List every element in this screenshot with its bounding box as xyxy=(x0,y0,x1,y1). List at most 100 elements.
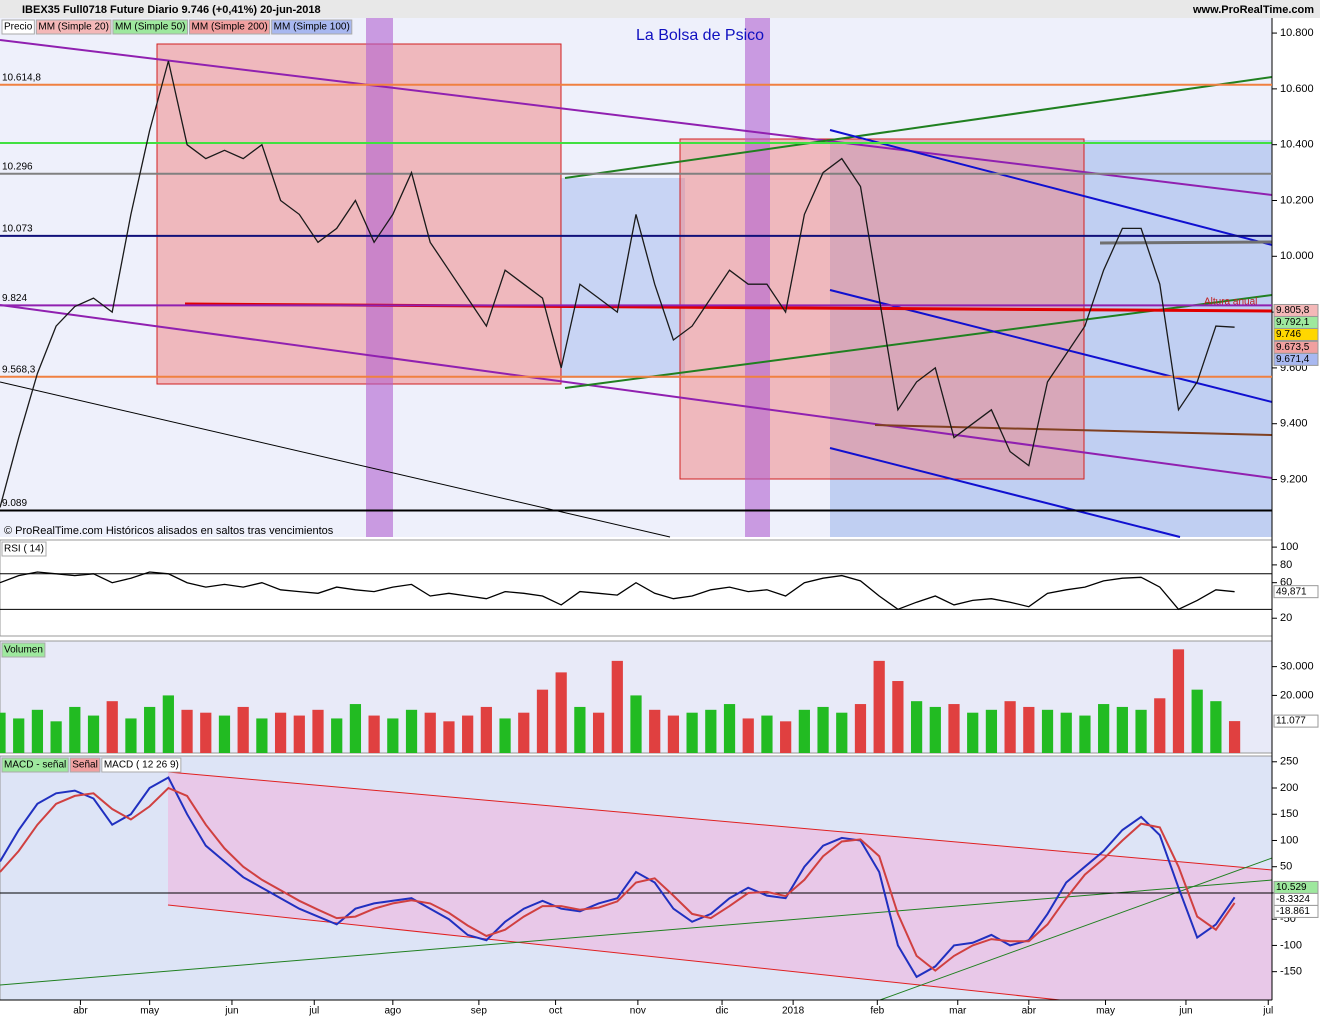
y-tick-label: 100 xyxy=(1280,541,1298,553)
bar xyxy=(499,718,511,753)
last-value-label: 9.673,5 xyxy=(1276,342,1310,353)
x-tick-label: abr xyxy=(73,1006,88,1017)
bar xyxy=(929,706,941,753)
bar xyxy=(761,715,773,753)
bar xyxy=(1116,706,1128,753)
series-line xyxy=(0,571,1235,611)
y-tick-label: 200 xyxy=(1280,782,1298,794)
bar xyxy=(349,704,362,753)
bar xyxy=(910,701,923,753)
legend-label: RSI ( 14) xyxy=(4,544,44,555)
bar xyxy=(87,715,100,753)
bar xyxy=(1023,706,1035,753)
legend-label: MACD ( 12 26 9) xyxy=(104,760,179,771)
bar xyxy=(293,715,305,753)
bar xyxy=(331,718,343,753)
y-tick-label: 20 xyxy=(1280,612,1292,624)
y-tick-label: 80 xyxy=(1280,559,1292,571)
legend-box xyxy=(101,757,182,773)
y-tick-label: 10.200 xyxy=(1280,194,1314,206)
bar xyxy=(686,712,698,753)
zone xyxy=(168,772,1272,1000)
legend-label: MM (Simple 50) xyxy=(115,22,186,33)
x-tick-label: mar xyxy=(949,1006,967,1017)
legend-box xyxy=(1,541,47,557)
y-tick-label: 10.000 xyxy=(1280,250,1314,262)
trend-line xyxy=(829,129,1273,246)
legend-label: MM (Simple 200) xyxy=(192,22,268,33)
y-tick-label: -150 xyxy=(1280,966,1302,978)
level-label: 10.073 xyxy=(2,224,33,235)
bar xyxy=(723,704,736,753)
bar xyxy=(742,718,754,753)
bar xyxy=(592,712,605,753)
bar xyxy=(1041,709,1054,753)
legend-box xyxy=(271,19,353,35)
level-label: 10.614,8 xyxy=(2,72,41,83)
x-tick-label: sep xyxy=(471,1006,488,1017)
legend-box xyxy=(69,757,101,773)
bar xyxy=(125,718,137,753)
trend-line xyxy=(1099,240,1273,245)
bar xyxy=(1191,689,1203,753)
legend-label: Señal xyxy=(72,760,98,771)
bar xyxy=(667,715,680,753)
legend-label: Volumen xyxy=(4,645,43,656)
bar xyxy=(705,709,717,753)
trend-line xyxy=(829,447,1181,538)
bar xyxy=(1210,701,1222,753)
bar xyxy=(256,718,268,753)
bar xyxy=(1079,715,1091,753)
y-tick-label: 9.200 xyxy=(1280,473,1308,485)
level-label: 9.568,3 xyxy=(2,364,36,375)
x-tick-label: jun xyxy=(224,1006,238,1017)
last-value-label: 9.805,8 xyxy=(1276,305,1310,316)
x-tick-label: 2018 xyxy=(782,1006,805,1017)
y-tick-label: 30.000 xyxy=(1280,661,1314,673)
x-tick-label: oct xyxy=(549,1006,563,1017)
last-value-label: 9.792,1 xyxy=(1276,317,1310,328)
bar xyxy=(1172,649,1185,753)
bar xyxy=(0,712,6,753)
last-value-label: 11.077 xyxy=(1276,716,1306,727)
bar xyxy=(854,704,867,753)
bar xyxy=(69,706,81,753)
last-value-label: 9.671,4 xyxy=(1276,354,1310,365)
trend-line xyxy=(167,904,1061,1001)
bar xyxy=(630,695,642,753)
trend-line xyxy=(879,857,1273,1001)
y-tick-label: 20.000 xyxy=(1280,689,1314,701)
bar xyxy=(555,672,567,753)
last-value-box xyxy=(1273,904,1319,918)
bar xyxy=(574,706,586,753)
legend-box xyxy=(35,19,112,35)
bar xyxy=(892,681,904,753)
last-value-label: -8.3324 xyxy=(1276,894,1310,905)
legend-label: MM (Simple 100) xyxy=(274,22,350,33)
bar xyxy=(443,721,455,753)
bar xyxy=(162,695,174,753)
bar xyxy=(237,706,249,753)
bar xyxy=(649,709,661,753)
bar xyxy=(611,660,623,753)
legend-label: MM (Simple 20) xyxy=(38,22,109,33)
y-tick-label: 150 xyxy=(1280,808,1298,820)
bar xyxy=(387,718,399,753)
panel-bg xyxy=(0,539,1273,637)
instrument: IBEX35 Full0718 Future Diario 9.746 (+0,… xyxy=(22,4,321,16)
bar xyxy=(480,706,492,753)
trend-line xyxy=(0,39,1273,196)
last-value-label: 10.529 xyxy=(1276,882,1307,893)
y-tick-label: -100 xyxy=(1280,939,1302,951)
legend-label: Precio xyxy=(4,22,33,33)
y-tick-label: 10.600 xyxy=(1280,83,1314,95)
bar xyxy=(1228,721,1241,753)
last-value-label: 9.746 xyxy=(1276,329,1301,340)
bar xyxy=(13,718,25,753)
last-value-box xyxy=(1273,714,1319,728)
y-tick-label: 9.400 xyxy=(1280,418,1308,430)
zone xyxy=(156,43,562,385)
bar xyxy=(106,701,118,753)
bar xyxy=(1135,709,1147,753)
legend-box xyxy=(1,642,46,658)
